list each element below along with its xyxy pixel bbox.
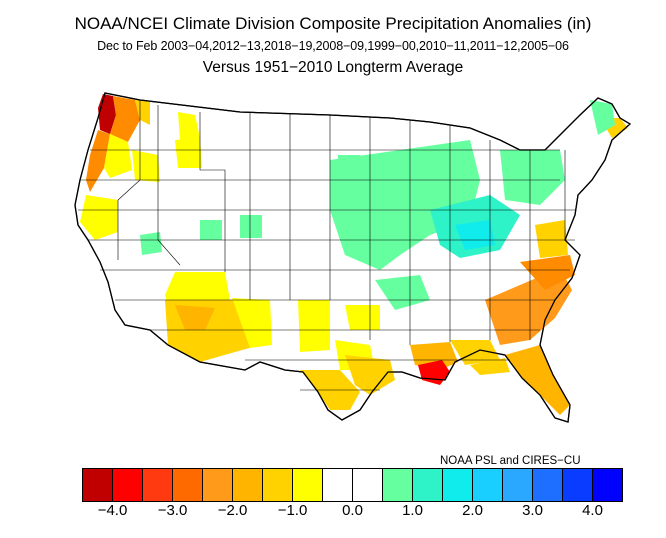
region-va-gold — [535, 220, 568, 258]
region-southern-plains-mint — [375, 275, 430, 310]
region-nc-orange — [520, 255, 575, 290]
colorbar-tick-label: −4.0 — [97, 502, 128, 519]
colorbar-tick-label: 4.0 — [582, 502, 603, 519]
colorbar-tick-label: −1.0 — [277, 502, 308, 519]
colorbar-tick-label: 1.0 — [402, 502, 423, 519]
region-kentucky-cyan — [455, 220, 495, 250]
region-fl-orange — [505, 345, 570, 415]
colorbar-swatch — [502, 468, 533, 502]
colorbar-swatch — [172, 468, 203, 502]
region-or-inland-yellow — [104, 134, 132, 178]
colorbar-tick-label: 3.0 — [522, 502, 543, 519]
colorbar-tick-label: −3.0 — [157, 502, 188, 519]
region-az-core-orange — [175, 305, 215, 330]
colorbar-swatch — [142, 468, 173, 502]
colorbar-swatch — [232, 468, 263, 502]
precipitation-anomaly-map — [74, 92, 632, 423]
colorbar-swatch — [202, 468, 233, 502]
map-subtitle-years: Dec to Feb 2003−04,2012−13,2018−19,2008−… — [97, 39, 569, 53]
colorbar-swatch — [442, 468, 473, 502]
region-or-coast-orange — [86, 130, 110, 192]
region-id-north-yellow — [178, 112, 200, 140]
region-ca-north-yellow — [80, 195, 118, 240]
colorbar-swatch — [562, 468, 593, 502]
map-title: NOAA/NCEI Climate Division Composite Pre… — [74, 14, 592, 33]
region-la-orange — [410, 342, 458, 370]
map-subtitle-baseline: Versus 1951−2010 Longterm Average — [202, 59, 464, 76]
region-or-east-yellow — [132, 150, 160, 182]
region-nevada-mint — [140, 232, 162, 255]
region-nm-yellow — [232, 298, 272, 348]
colorbar-tick-label: 0.0 — [342, 502, 363, 519]
conus-outline — [74, 92, 632, 423]
colorbar — [82, 468, 623, 502]
region-utah-mint — [200, 220, 222, 240]
colorbar-swatch — [352, 468, 383, 502]
colorbar-swatch — [382, 468, 413, 502]
credit-text: NOAA PSL and CIRES−CU — [440, 455, 581, 467]
region-plains-mint — [330, 140, 480, 270]
colorbar-swatch — [112, 468, 143, 502]
region-maine-mint — [590, 100, 615, 135]
colorbar-swatch — [322, 468, 353, 502]
colorbar-tick-label: −2.0 — [217, 502, 248, 519]
colorbar-swatch — [532, 468, 563, 502]
region-wa-west-orange — [110, 96, 140, 142]
region-ok-yellow — [345, 305, 380, 330]
region-tx-east-gold — [345, 355, 395, 395]
climate-division-boundaries — [78, 100, 575, 391]
colorbar-swatch — [472, 468, 503, 502]
region-wa-east-gold — [135, 100, 150, 125]
colorbar-swatch — [292, 468, 323, 502]
region-fl-panhandle-gold — [470, 358, 510, 375]
colorbar-tick-label: 2.0 — [462, 502, 483, 519]
colorbar-swatch — [592, 468, 623, 502]
region-nd-mint — [338, 155, 360, 180]
region-tx-west-yellow — [298, 300, 330, 352]
colorbar-swatch — [262, 468, 293, 502]
colorbar-swatch — [412, 468, 443, 502]
colorbar-swatch — [82, 468, 113, 502]
region-northeast-mint — [500, 150, 565, 205]
region-colorado-mint — [240, 215, 262, 238]
region-mt-yellow — [175, 138, 202, 168]
